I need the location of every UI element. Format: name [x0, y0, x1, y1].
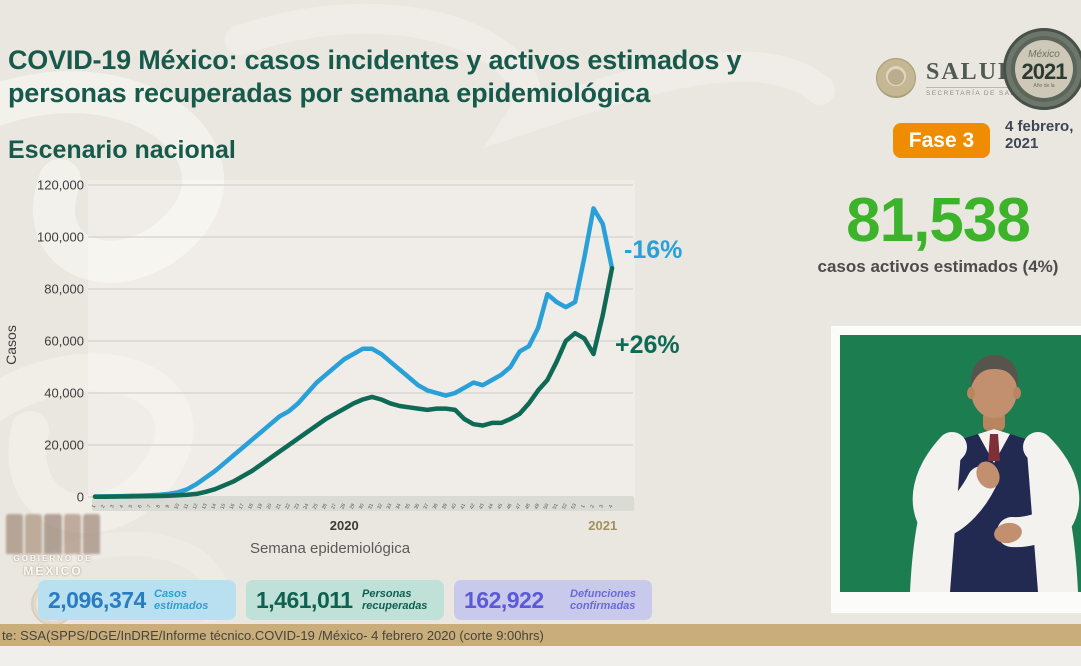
salud-seal-icon — [876, 58, 916, 98]
svg-text:42: 42 — [469, 503, 477, 511]
page-title: COVID-19 México: casos incidentes y acti… — [8, 45, 742, 108]
svg-text:43: 43 — [478, 503, 486, 511]
svg-text:18: 18 — [247, 503, 255, 511]
mexico-2021-logo: México 2021 Año de la — [1003, 28, 1081, 110]
svg-text:-16%: -16% — [624, 236, 682, 264]
svg-text:37: 37 — [423, 503, 431, 511]
svg-text:24: 24 — [303, 503, 311, 511]
mexico-2021-year: 2021 — [1021, 58, 1068, 84]
sign-language-interpreter-frame — [831, 326, 1081, 613]
svg-text:52: 52 — [561, 503, 569, 511]
svg-text:17: 17 — [238, 503, 246, 511]
svg-text:44: 44 — [487, 503, 495, 511]
svg-text:1: 1 — [580, 504, 587, 509]
svg-text:53: 53 — [570, 503, 578, 511]
svg-text:25: 25 — [312, 503, 320, 511]
svg-text:27: 27 — [330, 503, 338, 511]
svg-text:29: 29 — [349, 503, 357, 511]
svg-text:2020: 2020 — [330, 518, 359, 533]
headline-stat: 81,538 casos activos estimados (4%) — [798, 188, 1078, 277]
svg-text:20: 20 — [266, 503, 274, 511]
gobierno-label-line1: GOBIERNO DE — [13, 554, 93, 563]
svg-text:32: 32 — [376, 503, 384, 511]
svg-text:13: 13 — [201, 503, 209, 511]
svg-text:100,000: 100,000 — [37, 230, 84, 245]
svg-text:41: 41 — [459, 503, 467, 511]
mexico-2021-label: México — [1028, 48, 1060, 60]
svg-text:20,000: 20,000 — [44, 438, 84, 453]
svg-text:Semana epidemiológica: Semana epidemiológica — [250, 540, 411, 557]
source-citation: te: SSA(SPPS/DGE/InDRE/Informe técnico.C… — [2, 627, 544, 643]
svg-text:38: 38 — [432, 503, 440, 511]
stat-value: 2,096,374 — [48, 586, 146, 613]
stat-defunciones-confirmadas: 162,922 Defunciones confirmadas — [454, 580, 652, 620]
svg-text:36: 36 — [413, 503, 421, 511]
sign-language-interpreter-video — [840, 335, 1081, 592]
svg-text:47: 47 — [515, 503, 523, 511]
svg-text:14: 14 — [210, 503, 218, 511]
svg-text:15: 15 — [219, 503, 227, 511]
stat-label: Casos estimados — [154, 587, 209, 612]
stat-personas-recuperadas: 1,461,011 Personas recuperadas — [246, 580, 444, 620]
salud-logo: SALUD SECRETARÍA DE SALUD — [876, 50, 1066, 106]
svg-text:22: 22 — [284, 503, 292, 511]
svg-text:30: 30 — [358, 503, 366, 511]
bottom-strip — [0, 646, 1081, 666]
svg-text:12: 12 — [192, 503, 200, 511]
gobierno-label-line2: MÉXICO — [23, 563, 83, 578]
headline-value: 81,538 — [846, 186, 1031, 255]
salud-logo-subname: SECRETARÍA DE SALUD — [926, 86, 1028, 97]
svg-text:19: 19 — [256, 503, 264, 511]
svg-text:49: 49 — [533, 503, 541, 511]
svg-text:40,000: 40,000 — [44, 386, 84, 401]
svg-text:2: 2 — [589, 504, 596, 509]
salud-logo-name: SALUD — [926, 58, 1018, 85]
svg-text:28: 28 — [339, 503, 347, 511]
stat-label: Personas recuperadas — [362, 587, 428, 612]
svg-text:3: 3 — [599, 504, 606, 509]
svg-text:40: 40 — [450, 503, 458, 511]
phase-badge: Fase 3 — [893, 123, 990, 158]
svg-text:45: 45 — [496, 503, 504, 511]
stat-casos-estimados: 2,096,374 Casos estimados — [38, 580, 236, 620]
svg-text:50: 50 — [543, 503, 551, 511]
svg-text:16: 16 — [229, 503, 237, 511]
svg-text:0: 0 — [77, 490, 84, 505]
stat-label: Defunciones confirmadas — [570, 587, 637, 612]
svg-text:80,000: 80,000 — [44, 282, 84, 297]
svg-text:+26%: +26% — [615, 331, 680, 359]
headline-caption: casos activos estimados (4%) — [817, 257, 1059, 277]
svg-text:23: 23 — [293, 503, 301, 511]
source-bar: te: SSA(SPPS/DGE/InDRE/Informe técnico.C… — [0, 624, 1081, 646]
historic-figures-image — [5, 512, 101, 554]
epidemic-week-chart: 0 20,000 40,000 60,000 80,000 100,000 120,000 C… — [0, 175, 700, 565]
svg-text:26: 26 — [321, 503, 329, 511]
svg-text:21: 21 — [275, 503, 283, 511]
svg-text:34: 34 — [395, 503, 403, 511]
mexico-2021-tagline: Año de la — [1033, 82, 1055, 89]
interpreter-figure — [910, 355, 1080, 592]
stat-value: 1,461,011 — [256, 586, 353, 613]
svg-text:120,000: 120,000 — [37, 178, 84, 193]
svg-text:39: 39 — [441, 503, 449, 511]
svg-text:31: 31 — [367, 503, 375, 511]
svg-text:33: 33 — [386, 503, 394, 511]
stat-value: 162,922 — [464, 586, 544, 613]
svg-text:46: 46 — [506, 503, 514, 511]
chart-title: Escenario nacional — [8, 136, 236, 164]
chart-canvas: 0 20,000 40,000 60,000 80,000 100,000 120,000 C… — [3, 178, 682, 558]
svg-text:Casos: Casos — [3, 325, 19, 365]
svg-text:48: 48 — [524, 503, 532, 511]
svg-text:4: 4 — [608, 504, 615, 509]
svg-text:2021: 2021 — [588, 518, 617, 533]
svg-text:51: 51 — [552, 503, 560, 511]
svg-text:35: 35 — [404, 503, 412, 511]
svg-text:60,000: 60,000 — [44, 334, 84, 349]
date-label: 4 febrero, 2021 — [1005, 118, 1074, 152]
